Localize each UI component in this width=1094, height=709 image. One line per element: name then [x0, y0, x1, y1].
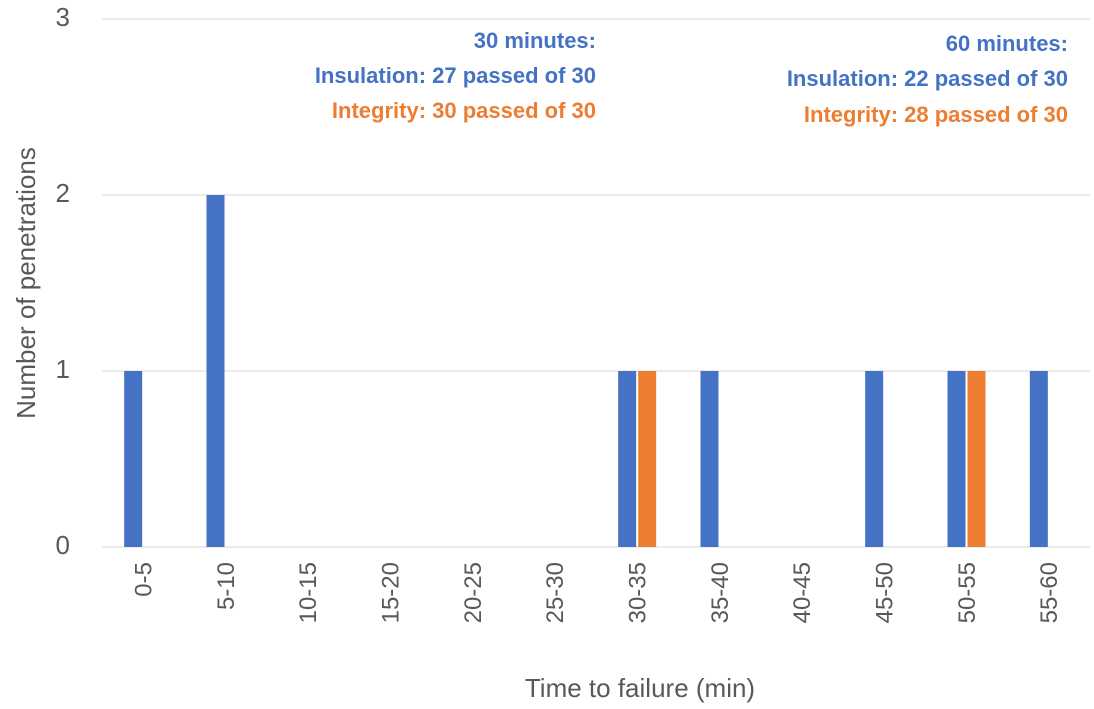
y-tick-label: 3	[56, 2, 70, 32]
x-tick-label: 20-25	[460, 562, 487, 623]
x-tick-label: 15-20	[378, 562, 405, 623]
annotation: Integrity: 30 passed of 30	[332, 98, 596, 123]
x-tick-label: 30-35	[625, 562, 652, 623]
annotation: Integrity: 28 passed of 30	[804, 102, 1068, 127]
bar	[206, 195, 225, 547]
x-tick-label: 35-40	[707, 562, 734, 623]
bar	[967, 371, 986, 547]
y-tick-label: 1	[56, 354, 70, 384]
x-axis-title: Time to failure (min)	[525, 673, 755, 703]
annotation: Insulation: 27 passed of 30	[315, 63, 596, 88]
bar	[865, 371, 884, 547]
bar	[638, 371, 657, 547]
annotation: 60 minutes:	[946, 31, 1068, 56]
bar	[1029, 371, 1048, 547]
x-tick-label: 5-10	[213, 562, 240, 610]
bar	[700, 371, 719, 547]
y-tick-label: 2	[56, 178, 70, 208]
bar	[124, 371, 143, 547]
y-axis-title: Number of penetrations	[11, 147, 41, 419]
x-tick-label: 10-15	[295, 562, 322, 623]
x-tick-label: 50-55	[954, 562, 981, 623]
x-tick-label: 55-60	[1036, 562, 1063, 623]
bar	[618, 371, 637, 547]
x-tick-label: 25-30	[542, 562, 569, 623]
annotation: 30 minutes:	[474, 28, 596, 53]
bar	[947, 371, 966, 547]
x-tick-label: 40-45	[789, 562, 816, 623]
x-tick-label: 0-5	[131, 562, 158, 597]
y-tick-label: 0	[56, 530, 70, 560]
annotation: Insulation: 22 passed of 30	[787, 66, 1068, 91]
x-tick-label: 45-50	[872, 562, 899, 623]
